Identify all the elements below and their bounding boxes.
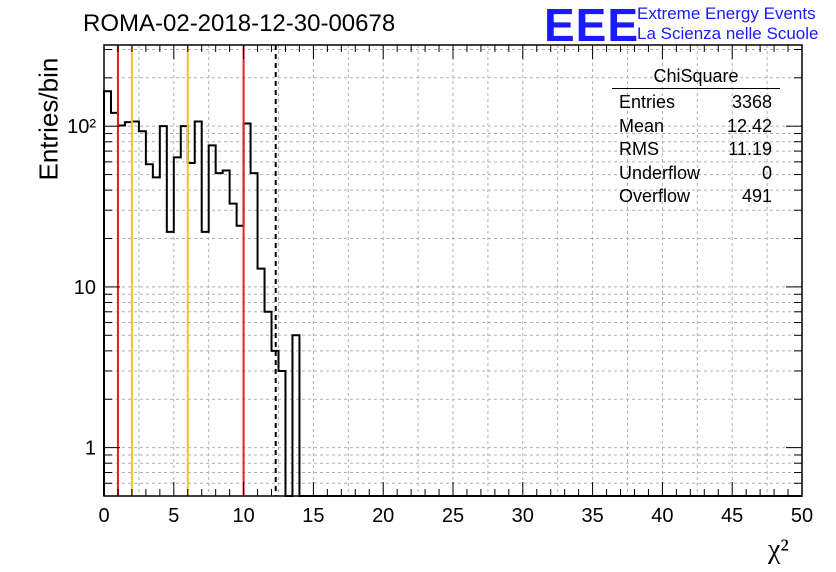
x-tick-label: 0 <box>98 505 109 527</box>
y-tick-label: 10 <box>74 277 96 299</box>
x-tick-label: 15 <box>302 505 324 527</box>
x-tick-label: 40 <box>651 505 673 527</box>
chart-title: ROMA-02-2018-12-30-00678 <box>83 10 396 37</box>
y-axis-label: Entries/bin <box>33 57 64 181</box>
y-tick-label: 1 <box>85 438 96 460</box>
stats-label: RMS <box>619 139 659 159</box>
stats-row: RMS 11.19 <box>612 138 780 162</box>
x-tick-label: 5 <box>168 505 179 527</box>
stats-label: Underflow <box>619 162 701 183</box>
stats-row: Underflow 0 <box>612 162 780 186</box>
stats-label: Entries <box>619 92 676 112</box>
x-tick-label: 25 <box>442 505 464 527</box>
stats-title: ChiSquare <box>612 66 780 89</box>
logo-subtitle-2: La Scienza nelle Scuole <box>637 24 819 43</box>
logo-subtitle-1: Extreme Energy Events <box>637 4 816 23</box>
x-tick-label: 45 <box>721 505 743 527</box>
stats-row: Mean 12.42 <box>612 115 780 139</box>
stats-row: Overflow 491 <box>612 185 780 209</box>
x-tick-label: 20 <box>372 505 394 527</box>
stats-value: 491 <box>741 186 772 206</box>
stats-value: 11.19 <box>728 139 772 159</box>
stats-label: Overflow <box>619 186 691 206</box>
stats-value: 3368 <box>731 92 772 112</box>
stats-row: Entries 3368 <box>612 91 780 115</box>
stats-value: 0 <box>761 162 772 183</box>
x-tick-label: 10 <box>232 505 254 527</box>
y-tick-label: 10² <box>67 116 96 138</box>
stats-box: ChiSquare Entries 3368 Mean 12.42 RMS 11.19 Un… <box>612 66 780 209</box>
stats-value: 12.42 <box>726 115 772 136</box>
x-tick-label: 30 <box>512 505 534 527</box>
stats-label: Mean <box>619 115 665 136</box>
stats-rows: Entries 3368 Mean 12.42 RMS 11.19 Underflow 0 Ov… <box>612 91 780 209</box>
x-tick-label: 50 <box>791 505 813 527</box>
x-axis-label: χ² <box>768 534 789 565</box>
x-tick-label: 35 <box>581 505 603 527</box>
eee-logo: EEE <box>544 0 640 51</box>
